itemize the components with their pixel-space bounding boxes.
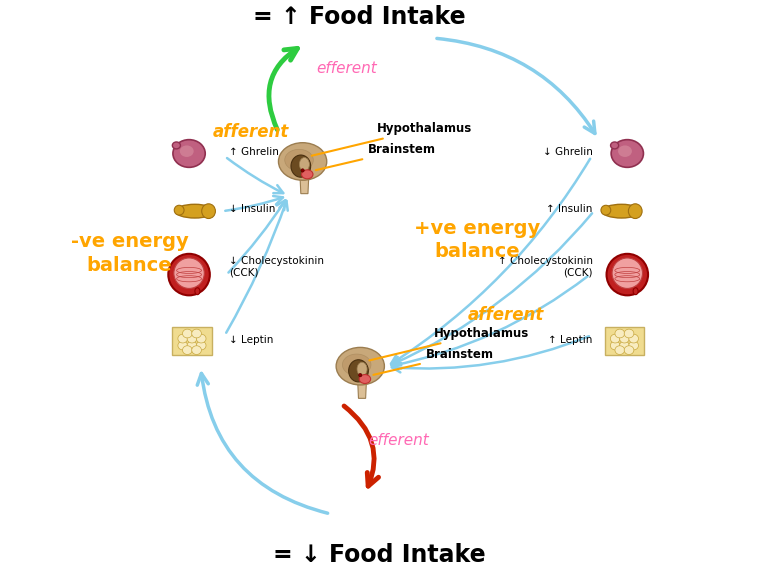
Ellipse shape: [602, 204, 641, 218]
Ellipse shape: [629, 204, 642, 218]
Ellipse shape: [357, 362, 367, 376]
Ellipse shape: [624, 346, 634, 354]
Ellipse shape: [611, 142, 618, 149]
Ellipse shape: [178, 334, 188, 343]
Ellipse shape: [611, 341, 620, 350]
Ellipse shape: [618, 146, 632, 157]
Ellipse shape: [174, 258, 204, 288]
Ellipse shape: [629, 341, 639, 350]
Text: ↑ Insulin: ↑ Insulin: [546, 205, 593, 214]
Ellipse shape: [187, 341, 197, 350]
Ellipse shape: [187, 334, 197, 343]
Ellipse shape: [173, 140, 205, 168]
Text: afferent: afferent: [213, 123, 289, 141]
Text: afferent: afferent: [468, 306, 545, 324]
Text: Brainstem: Brainstem: [316, 143, 436, 170]
FancyBboxPatch shape: [605, 327, 644, 355]
Text: ↑ Leptin: ↑ Leptin: [549, 335, 593, 344]
Ellipse shape: [359, 375, 371, 384]
Ellipse shape: [342, 354, 371, 376]
Ellipse shape: [301, 169, 304, 172]
Text: ↓ Insulin: ↓ Insulin: [230, 205, 275, 214]
Ellipse shape: [182, 346, 192, 354]
Ellipse shape: [300, 158, 310, 171]
Ellipse shape: [302, 170, 313, 179]
Ellipse shape: [196, 334, 206, 343]
Text: Hypothalamus: Hypothalamus: [369, 327, 529, 361]
Text: ↑ Cholecystokinin
(CCK): ↑ Cholecystokinin (CCK): [497, 256, 593, 278]
Text: efferent: efferent: [368, 432, 429, 447]
Ellipse shape: [633, 288, 638, 295]
Ellipse shape: [615, 346, 625, 354]
Text: efferent: efferent: [316, 61, 377, 76]
Ellipse shape: [168, 254, 210, 295]
Ellipse shape: [192, 329, 202, 338]
Ellipse shape: [285, 149, 314, 171]
Ellipse shape: [624, 329, 634, 338]
Ellipse shape: [612, 258, 643, 288]
Text: ↓ Leptin: ↓ Leptin: [230, 335, 274, 344]
Ellipse shape: [182, 329, 192, 338]
Ellipse shape: [180, 146, 194, 157]
Text: Hypothalamus: Hypothalamus: [312, 122, 472, 155]
Ellipse shape: [175, 204, 214, 218]
Ellipse shape: [619, 341, 629, 350]
Ellipse shape: [175, 205, 184, 215]
Ellipse shape: [615, 329, 625, 338]
Ellipse shape: [336, 347, 384, 385]
FancyBboxPatch shape: [172, 327, 212, 355]
Ellipse shape: [359, 373, 362, 377]
Ellipse shape: [619, 334, 629, 343]
Ellipse shape: [196, 341, 206, 350]
Ellipse shape: [348, 360, 369, 382]
Ellipse shape: [611, 140, 643, 168]
Ellipse shape: [629, 334, 639, 343]
Ellipse shape: [178, 341, 188, 350]
Text: ↑ Ghrelin: ↑ Ghrelin: [230, 147, 279, 157]
Text: = ↑ Food Intake: = ↑ Food Intake: [253, 5, 466, 29]
Ellipse shape: [611, 334, 620, 343]
Text: = ↓ Food Intake: = ↓ Food Intake: [273, 543, 486, 568]
Ellipse shape: [202, 204, 216, 218]
Text: ↓ Ghrelin: ↓ Ghrelin: [543, 147, 593, 157]
Ellipse shape: [195, 288, 200, 295]
Text: +ve energy
balance: +ve energy balance: [414, 218, 541, 261]
Ellipse shape: [279, 143, 327, 180]
Polygon shape: [300, 178, 309, 194]
Polygon shape: [358, 383, 366, 398]
Ellipse shape: [607, 254, 648, 295]
Ellipse shape: [291, 155, 310, 177]
Ellipse shape: [192, 346, 202, 354]
Text: -ve energy
balance: -ve energy balance: [71, 232, 189, 275]
Text: Brainstem: Brainstem: [373, 348, 494, 375]
Ellipse shape: [601, 205, 611, 215]
Text: ↓ Cholecystokinin
(CCK): ↓ Cholecystokinin (CCK): [230, 256, 324, 278]
Ellipse shape: [172, 142, 180, 149]
